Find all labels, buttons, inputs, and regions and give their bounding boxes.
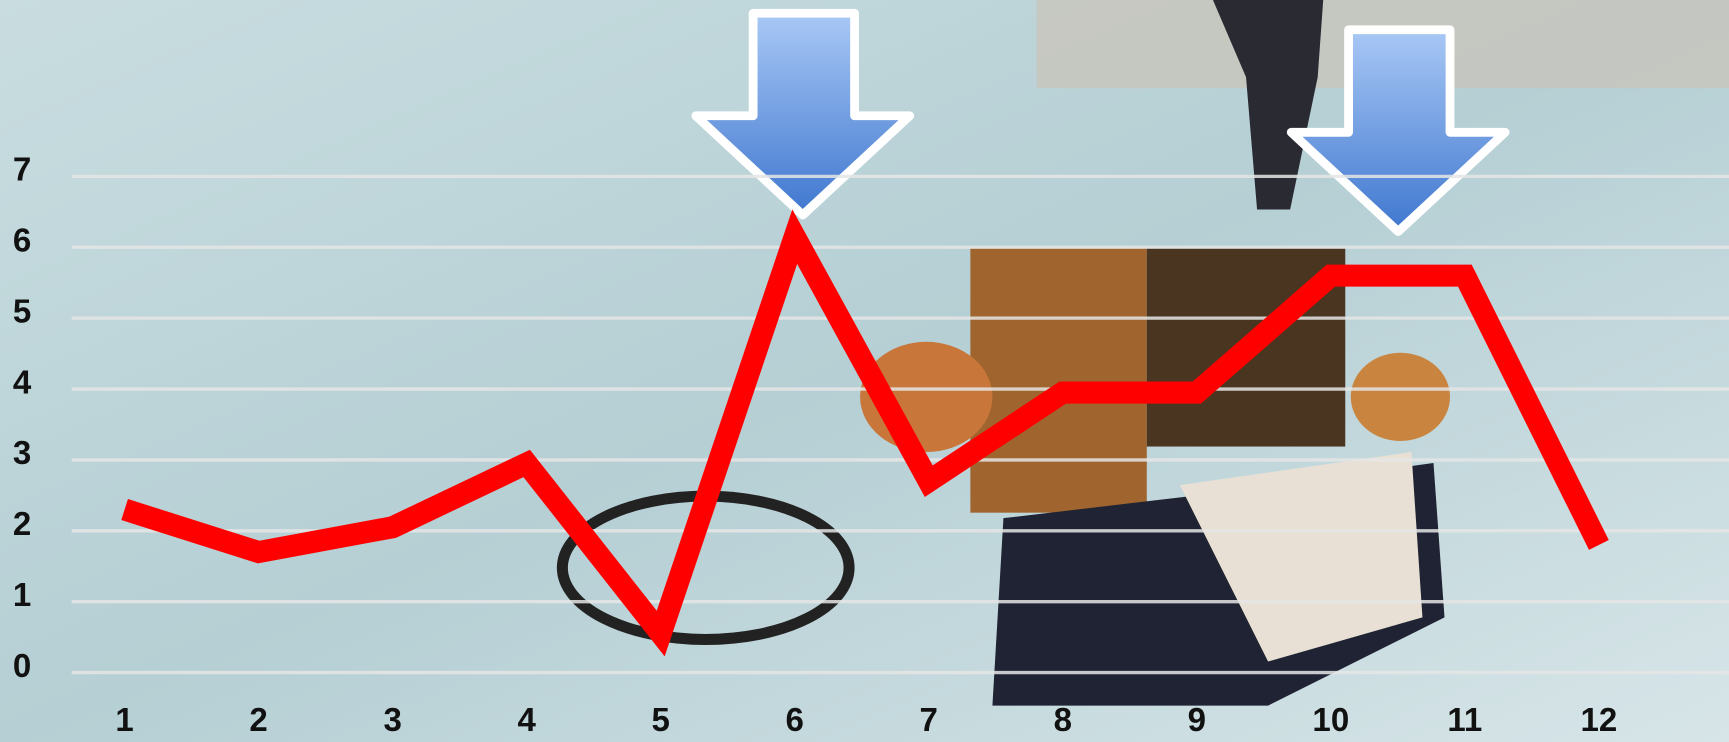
y-tick-label: 6: [13, 223, 31, 260]
y-tick-label: 4: [13, 364, 32, 401]
x-tick-label: 7: [920, 702, 938, 739]
x-tick-label: 4: [517, 702, 536, 739]
x-tick-label: 3: [383, 702, 401, 739]
y-tick-label: 7: [13, 152, 31, 189]
x-tick-label: 2: [249, 702, 267, 739]
x-tick-label: 11: [1447, 702, 1482, 739]
y-tick-label: 3: [13, 435, 31, 472]
y-tick-label: 0: [13, 648, 31, 685]
x-tick-label: 5: [652, 702, 670, 739]
x-tick-label: 1: [115, 702, 133, 739]
y-tick-label: 1: [13, 577, 31, 614]
x-tick-label: 10: [1312, 702, 1349, 739]
x-tick-label: 12: [1580, 702, 1617, 739]
x-tick-label: 8: [1054, 702, 1072, 739]
x-tick-label: 6: [786, 702, 804, 739]
chart: 01234567123456789101112: [0, 0, 1729, 742]
y-tick-label: 2: [13, 506, 31, 543]
x-tick-label: 9: [1188, 702, 1206, 739]
y-tick-label: 5: [13, 293, 31, 330]
